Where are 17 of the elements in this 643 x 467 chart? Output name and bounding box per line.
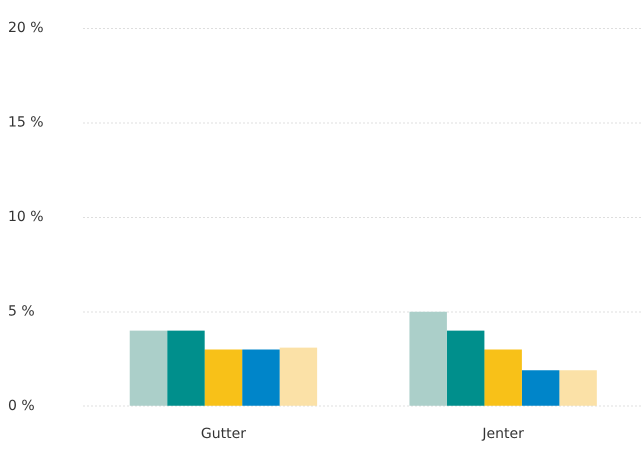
bar (559, 370, 597, 406)
bar (204, 350, 242, 406)
x-tick-label: Gutter (200, 426, 246, 442)
y-tick-label: 10 % (8, 208, 44, 225)
bar (522, 370, 560, 406)
bar (167, 330, 205, 406)
bar (242, 350, 280, 406)
y-tick-label: 15 % (8, 114, 44, 130)
bar (130, 330, 168, 406)
bar (446, 330, 484, 406)
bar (280, 348, 318, 406)
y-tick-label: 5 % (8, 303, 35, 320)
x-tick-label: Jenter (481, 426, 524, 442)
y-tick-label: 0 % (8, 398, 35, 414)
y-tick-label: 20 % (8, 20, 44, 36)
bar (409, 312, 447, 406)
bar (484, 350, 522, 406)
